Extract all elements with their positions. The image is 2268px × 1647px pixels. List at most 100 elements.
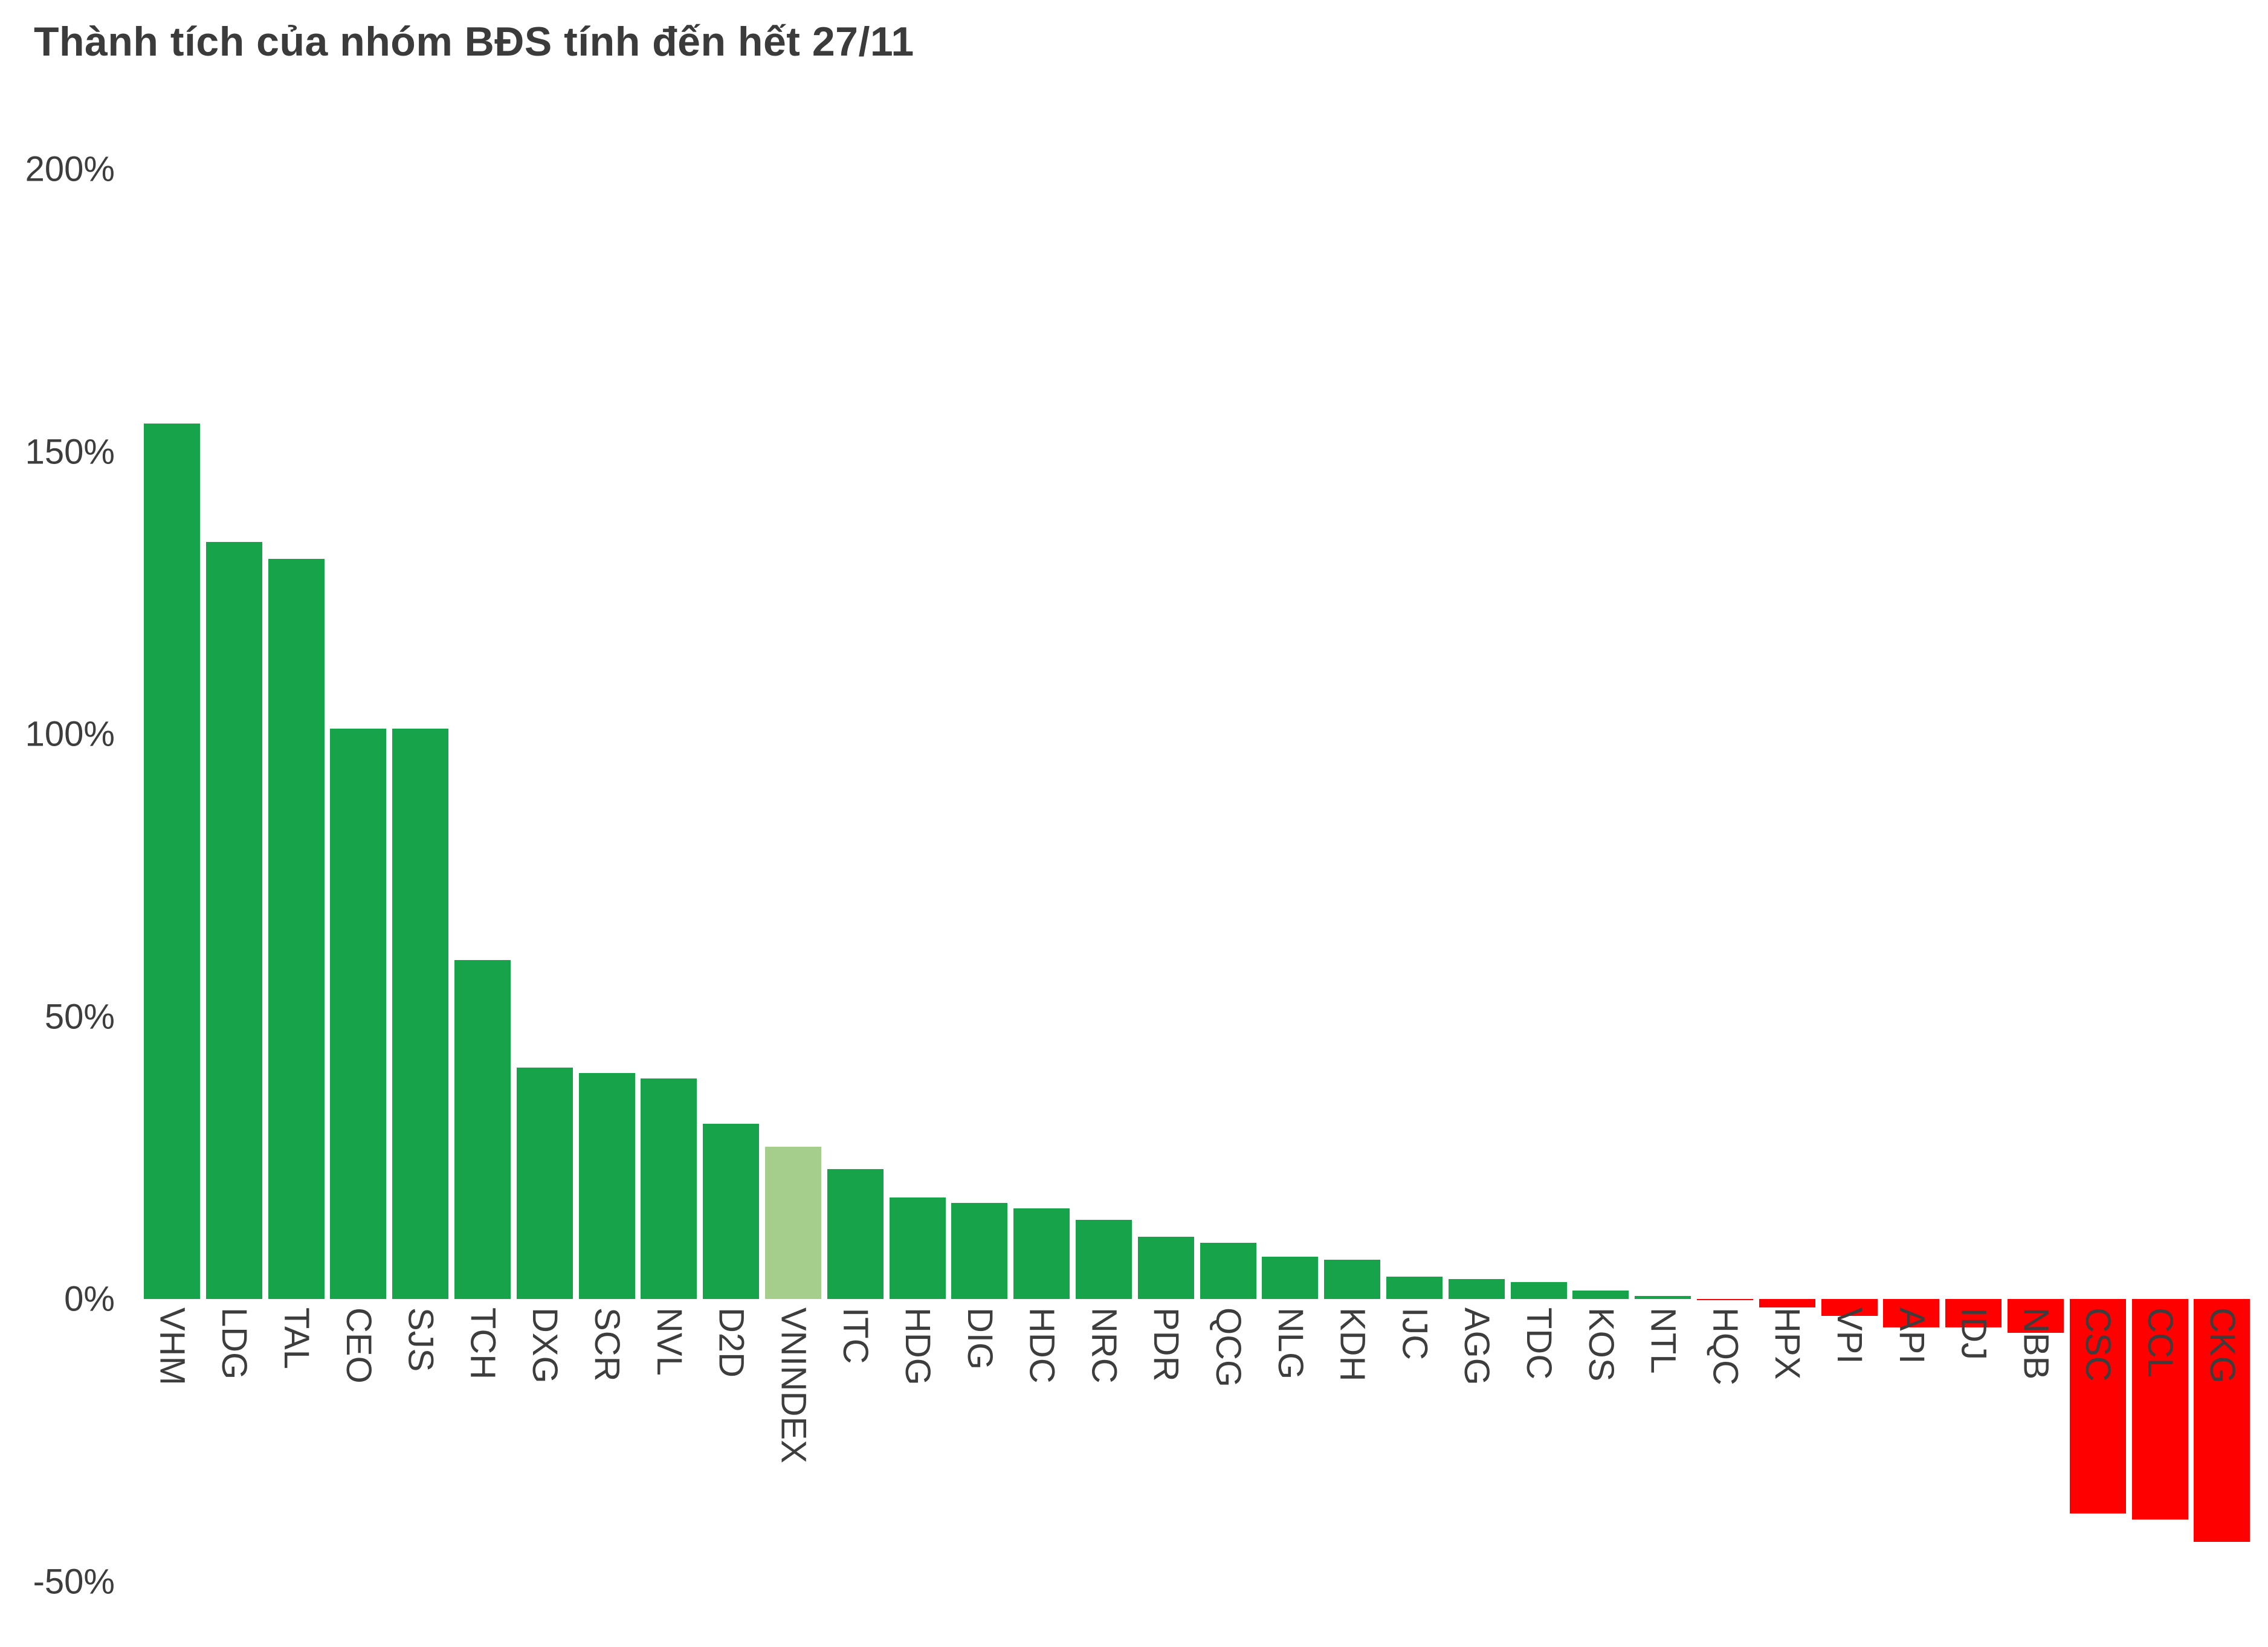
bar-label: CEO — [338, 1307, 378, 1384]
bar-label-box: TAL — [268, 1307, 325, 1622]
bar-label-box: IDJ — [1945, 1307, 2001, 1622]
bar-scr — [578, 1073, 635, 1299]
bar-label-box: HPX — [1759, 1307, 1815, 1622]
bar-label: HQC — [1705, 1307, 1745, 1385]
bar-ckg — [2194, 1299, 2250, 1542]
bar-label: HPX — [1768, 1307, 1808, 1380]
bar-label-box: NLG — [1262, 1307, 1318, 1622]
bar-label: IDJ — [1954, 1307, 1994, 1360]
bar-label: LDG — [215, 1307, 254, 1380]
bar-label-box: KDH — [1324, 1307, 1380, 1622]
bar-label-box: VHM — [144, 1307, 200, 1622]
bar-tal — [268, 559, 325, 1299]
bar-label-box: TCH — [454, 1307, 511, 1622]
bar-ntl — [1635, 1296, 1691, 1299]
bar-label: KDH — [1333, 1307, 1372, 1382]
bar-label: PDR — [1146, 1307, 1186, 1382]
bar-label: VPI — [1829, 1307, 1869, 1364]
bar-kdh — [1324, 1259, 1381, 1299]
bar-ijc — [1386, 1276, 1443, 1299]
bar-label: CCL — [2140, 1307, 2180, 1378]
bar-label: AGG — [1457, 1307, 1497, 1385]
bar-kos — [1572, 1290, 1629, 1299]
bar-hdc — [1013, 1208, 1070, 1299]
bar-label: TDC — [1519, 1307, 1559, 1380]
bar-nrc — [1076, 1220, 1132, 1299]
bar-label-box: HQC — [1697, 1307, 1753, 1622]
bar-hdg — [889, 1197, 946, 1299]
y-axis-tick-label: -50% — [33, 1562, 115, 1601]
bar-sjs — [392, 728, 449, 1299]
bar-label-box: NVL — [641, 1307, 697, 1622]
bar-label: IJC — [1395, 1307, 1435, 1360]
bar-label: DIG — [960, 1307, 1000, 1370]
bar-label: CSC — [2078, 1307, 2118, 1382]
bar-hpx — [1759, 1299, 1815, 1308]
bar-label: API — [1892, 1307, 1931, 1364]
bar-vhm — [144, 423, 200, 1299]
y-axis-tick-label: 50% — [44, 997, 115, 1036]
bar-qcg — [1200, 1242, 1256, 1299]
bar-itc — [827, 1168, 884, 1299]
bar-label: VHM — [152, 1307, 192, 1385]
bar-label: TAL — [276, 1307, 316, 1370]
bar-label: CKG — [2202, 1307, 2242, 1384]
bar-label-box: KOS — [1572, 1307, 1629, 1622]
bar-label-box: API — [1883, 1307, 1939, 1622]
bar-label: SJS — [401, 1307, 441, 1372]
bar-csc — [2069, 1299, 2126, 1514]
chart-title: Thành tích của nhóm BĐS tính đến hết 27/… — [34, 19, 914, 65]
bar-label-box: IJC — [1386, 1307, 1443, 1622]
bar-idj — [1945, 1299, 2002, 1327]
bar-ccl — [2131, 1299, 2188, 1520]
bar-label: KOS — [1581, 1307, 1621, 1382]
bar-hqc — [1697, 1299, 1753, 1300]
y-axis-tick-label: 100% — [25, 714, 115, 754]
bar-label-box: NRC — [1076, 1307, 1132, 1622]
bar-label: HDC — [1022, 1307, 1062, 1384]
bar-nbb — [2008, 1299, 2064, 1333]
y-axis-tick-label: 200% — [25, 149, 115, 189]
bar-label: HDG — [897, 1307, 937, 1385]
bar-label-box: AGG — [1449, 1307, 1505, 1622]
bar-label-box: DXG — [517, 1307, 573, 1622]
bar-pdr — [1137, 1237, 1194, 1299]
bar-nvl — [641, 1078, 697, 1299]
bar-label-box: CCL — [2132, 1307, 2188, 1622]
bar-label-box: NTL — [1635, 1307, 1691, 1622]
bar-label: NVL — [649, 1307, 689, 1376]
bar-label: D2D — [711, 1307, 751, 1378]
bar-label: NRC — [1084, 1307, 1124, 1384]
bar-label: NTL — [1643, 1307, 1683, 1374]
bar-tdc — [1510, 1281, 1567, 1299]
bar-label-box: VNINDEX — [765, 1307, 821, 1622]
bar-ldg — [205, 542, 262, 1299]
bar-dig — [951, 1203, 1008, 1299]
bar-label-box: QCG — [1200, 1307, 1256, 1622]
bar-label: ITC — [836, 1307, 876, 1364]
bar-label: TCH — [463, 1307, 503, 1380]
bar-ceo — [330, 728, 387, 1299]
bar-label: DXG — [525, 1307, 565, 1384]
bar-label-box: VPI — [1821, 1307, 1878, 1622]
y-axis-tick-label: 0% — [64, 1279, 115, 1319]
bar-nlg — [1262, 1256, 1319, 1299]
bar-agg — [1448, 1279, 1505, 1299]
bar-label-box: PDR — [1138, 1307, 1194, 1622]
bar-label-box: CKG — [2194, 1307, 2250, 1622]
bar-label-box: SJS — [392, 1307, 448, 1622]
bar-vnindex — [765, 1146, 821, 1299]
bar-label-box: CSC — [2070, 1307, 2126, 1622]
bar-label-box: HDC — [1013, 1307, 1070, 1622]
bar-label-box: NBB — [2008, 1307, 2064, 1622]
bar-d2d — [703, 1124, 760, 1299]
bar-label: VNINDEX — [774, 1307, 813, 1463]
bar-label-box: ITC — [827, 1307, 884, 1622]
bar-label: NLG — [1270, 1307, 1310, 1380]
bar-label-box: DIG — [951, 1307, 1007, 1622]
y-axis-tick-label: 150% — [25, 432, 115, 471]
bar-label-box: LDG — [206, 1307, 262, 1622]
bar-tch — [454, 960, 511, 1299]
